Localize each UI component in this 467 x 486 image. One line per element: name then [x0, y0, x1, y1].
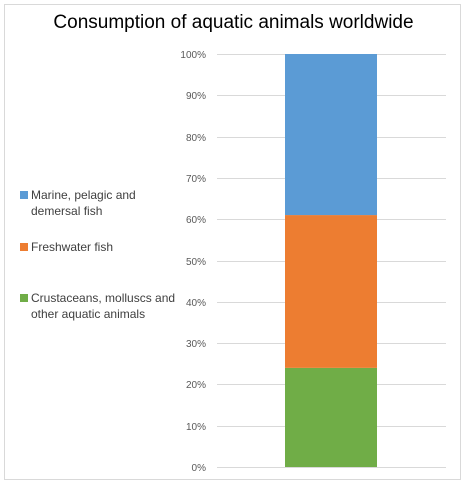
y-tick-label: 30%: [186, 339, 206, 350]
legend-swatch: [20, 243, 28, 251]
chart-frame: [4, 4, 461, 480]
bar-segment-2: [285, 54, 377, 216]
y-tick-label: 90%: [186, 91, 206, 102]
chart-title: Consumption of aquatic animals worldwide: [53, 12, 414, 33]
y-tick-label: 50%: [186, 257, 206, 268]
y-tick-label: 70%: [186, 174, 206, 185]
y-tick-label: 0%: [192, 463, 207, 474]
y-tick-label: 100%: [180, 50, 206, 61]
legend-label: Marine, pelagic and demersal fish: [31, 188, 136, 218]
bar-segment-0: [285, 367, 377, 467]
y-tick-label: 80%: [186, 133, 206, 144]
bar-segment-1: [285, 215, 377, 368]
y-tick-label: 60%: [186, 215, 206, 226]
legend-label: Crustaceans, molluscs and other aquatic …: [31, 291, 176, 321]
legend-swatch: [20, 191, 28, 199]
legend-label: Freshwater fish: [31, 240, 114, 254]
y-tick-label: 10%: [186, 422, 206, 433]
y-tick-label: 40%: [186, 298, 206, 309]
legend-swatch: [20, 294, 28, 302]
y-tick-label: 20%: [186, 380, 206, 391]
